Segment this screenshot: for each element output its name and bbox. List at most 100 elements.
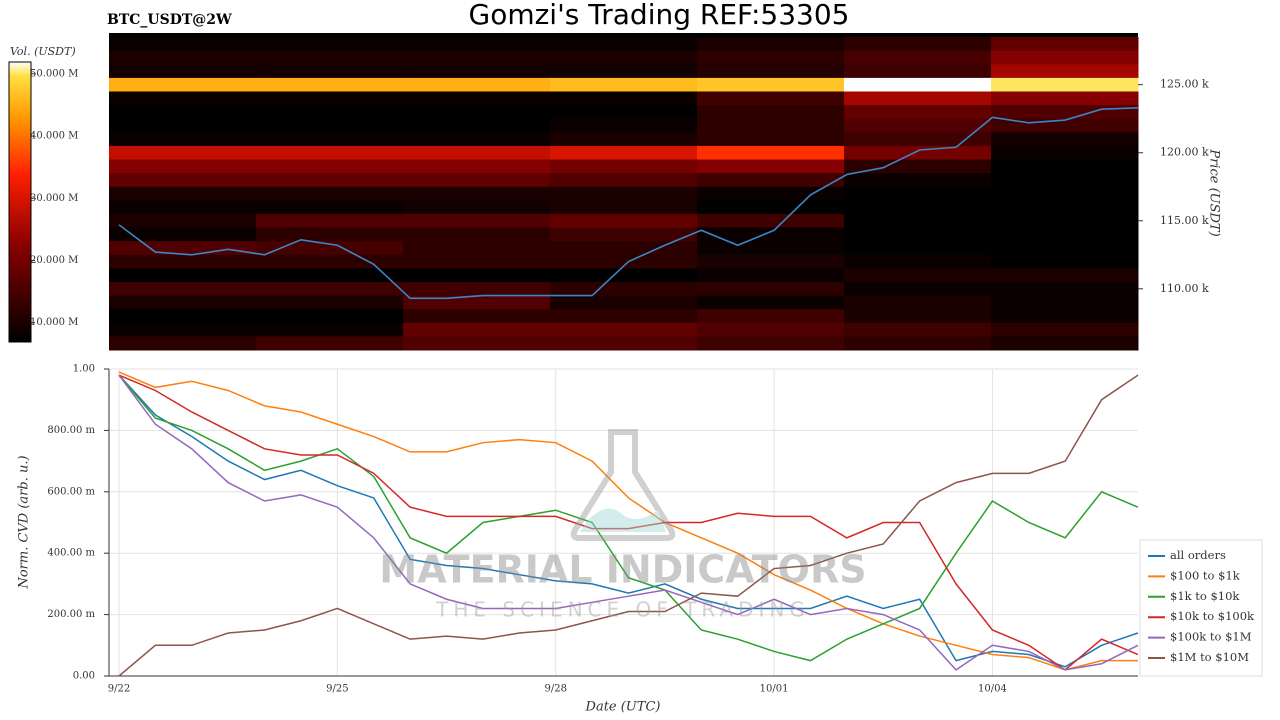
heatmap-cell xyxy=(256,173,404,188)
heatmap-cell xyxy=(109,105,257,120)
heatmap-cell xyxy=(403,91,551,106)
heatmap-cell xyxy=(844,295,992,310)
heatmap-cell xyxy=(256,91,404,106)
heatmap-cell xyxy=(109,322,257,337)
heatmap-cell xyxy=(256,281,404,297)
heatmap-cell xyxy=(256,77,404,93)
chart-subtitle: BTC_USDT@2W xyxy=(107,12,232,28)
heatmap-cell xyxy=(550,227,698,242)
heatmap-cell xyxy=(844,50,992,65)
y-tick-label: 115.00 k xyxy=(1160,214,1209,227)
heatmap-cell xyxy=(844,268,992,283)
heatmap-cell xyxy=(991,254,1139,269)
heatmap-cell xyxy=(256,200,404,215)
heatmap-cell xyxy=(697,254,845,269)
watermark-tagline: THE SCIENCE OF TRADING xyxy=(435,598,810,622)
series-line xyxy=(118,371,1138,671)
heatmap-cell xyxy=(991,159,1139,174)
legend-label: $100 to $1k xyxy=(1170,568,1241,582)
heatmap-cell xyxy=(550,105,698,120)
heatmap-cell xyxy=(256,118,404,133)
y-tick-label: 1.00 xyxy=(73,364,95,375)
heatmap-cell xyxy=(991,336,1139,351)
y-tick-label: 110.00 k xyxy=(1160,282,1209,295)
heatmap-cell xyxy=(256,105,404,120)
heatmap-cell xyxy=(550,322,698,337)
colorbar-tick-label: 10.000 M xyxy=(30,317,78,328)
heatmap-cell xyxy=(844,91,992,106)
heatmap-cell xyxy=(697,227,845,242)
heatmap-cell xyxy=(109,200,257,215)
heatmap-cell xyxy=(844,254,992,269)
heatmap-cell xyxy=(256,64,404,79)
heatmap-cell xyxy=(697,91,845,106)
heatmap-cell xyxy=(550,309,698,324)
y-axis-label: Price (USDT) xyxy=(1207,148,1222,236)
heatmap-cell xyxy=(403,50,551,65)
heatmap-cell xyxy=(109,227,257,242)
series-line xyxy=(118,374,1139,668)
heatmap-cell xyxy=(109,91,257,106)
heatmap-cell xyxy=(697,213,845,229)
heatmap-cell xyxy=(403,186,551,201)
heatmap-cell xyxy=(403,336,551,351)
legend-label: $1k to $10k xyxy=(1170,589,1240,603)
heatmap-cell xyxy=(697,322,845,337)
heatmap-cell xyxy=(256,159,404,174)
x-axis-label: Date (UTC) xyxy=(585,700,661,715)
series-line xyxy=(118,374,1139,677)
heatmap-cell xyxy=(256,268,404,283)
heatmap-cell xyxy=(550,64,698,79)
heatmap-cell xyxy=(991,268,1139,283)
heatmap-cell xyxy=(697,77,845,93)
heatmap-cell xyxy=(550,281,698,297)
heatmap-cell xyxy=(109,186,257,201)
heatmap-cell xyxy=(403,159,551,174)
heatmap-cell xyxy=(109,241,257,256)
heatmap-cell xyxy=(403,309,551,324)
heatmap-cell xyxy=(403,118,551,133)
heatmap-cell xyxy=(697,159,845,174)
heatmap-cell xyxy=(403,200,551,215)
series-line xyxy=(118,374,1139,671)
heatmap-cell xyxy=(844,37,992,52)
heatmap-cell xyxy=(403,213,551,229)
heatmap-cell xyxy=(550,213,698,229)
heatmap-cell xyxy=(697,281,845,297)
heatmap-cell xyxy=(991,241,1139,256)
heatmap-cell xyxy=(109,159,257,174)
heatmap-cell xyxy=(991,145,1139,161)
heatmap-cell xyxy=(550,132,698,147)
watermark: MATERIAL INDICATORS THE SCIENCE OF TRADI… xyxy=(379,429,867,622)
heatmap-cell xyxy=(991,200,1139,215)
heatmap-cell xyxy=(697,105,845,120)
legend-box xyxy=(1139,539,1263,677)
heatmap-cell xyxy=(991,50,1139,65)
heatmap-cell xyxy=(109,254,257,269)
heatmap-cell xyxy=(403,64,551,79)
heatmap-cell xyxy=(844,186,992,201)
heatmap-cell xyxy=(403,77,551,93)
heatmap-cell xyxy=(403,145,551,161)
heatmap-cell xyxy=(403,173,551,188)
heatmap-cell xyxy=(991,173,1139,188)
price-line xyxy=(118,107,1139,300)
heatmap-cell xyxy=(991,281,1139,297)
x-tick-label: 9/25 xyxy=(326,684,348,695)
heatmap-cell xyxy=(256,336,404,351)
heatmap-cell xyxy=(844,64,992,79)
heatmap-cell xyxy=(844,77,992,93)
heatmap-cell xyxy=(550,200,698,215)
heatmap-cell xyxy=(697,336,845,351)
x-tick-label: 10/04 xyxy=(978,684,1007,695)
heatmap-cell xyxy=(844,200,992,215)
heatmap-cell xyxy=(991,186,1139,201)
heatmap-cell xyxy=(109,50,257,65)
heatmap-cell xyxy=(697,64,845,79)
heatmap-cell xyxy=(844,241,992,256)
heatmap-cell xyxy=(403,281,551,297)
heatmap-cell xyxy=(844,281,992,297)
heatmap-cell xyxy=(403,295,551,310)
heatmap-cell xyxy=(844,132,992,147)
heatmap-cell xyxy=(256,132,404,147)
